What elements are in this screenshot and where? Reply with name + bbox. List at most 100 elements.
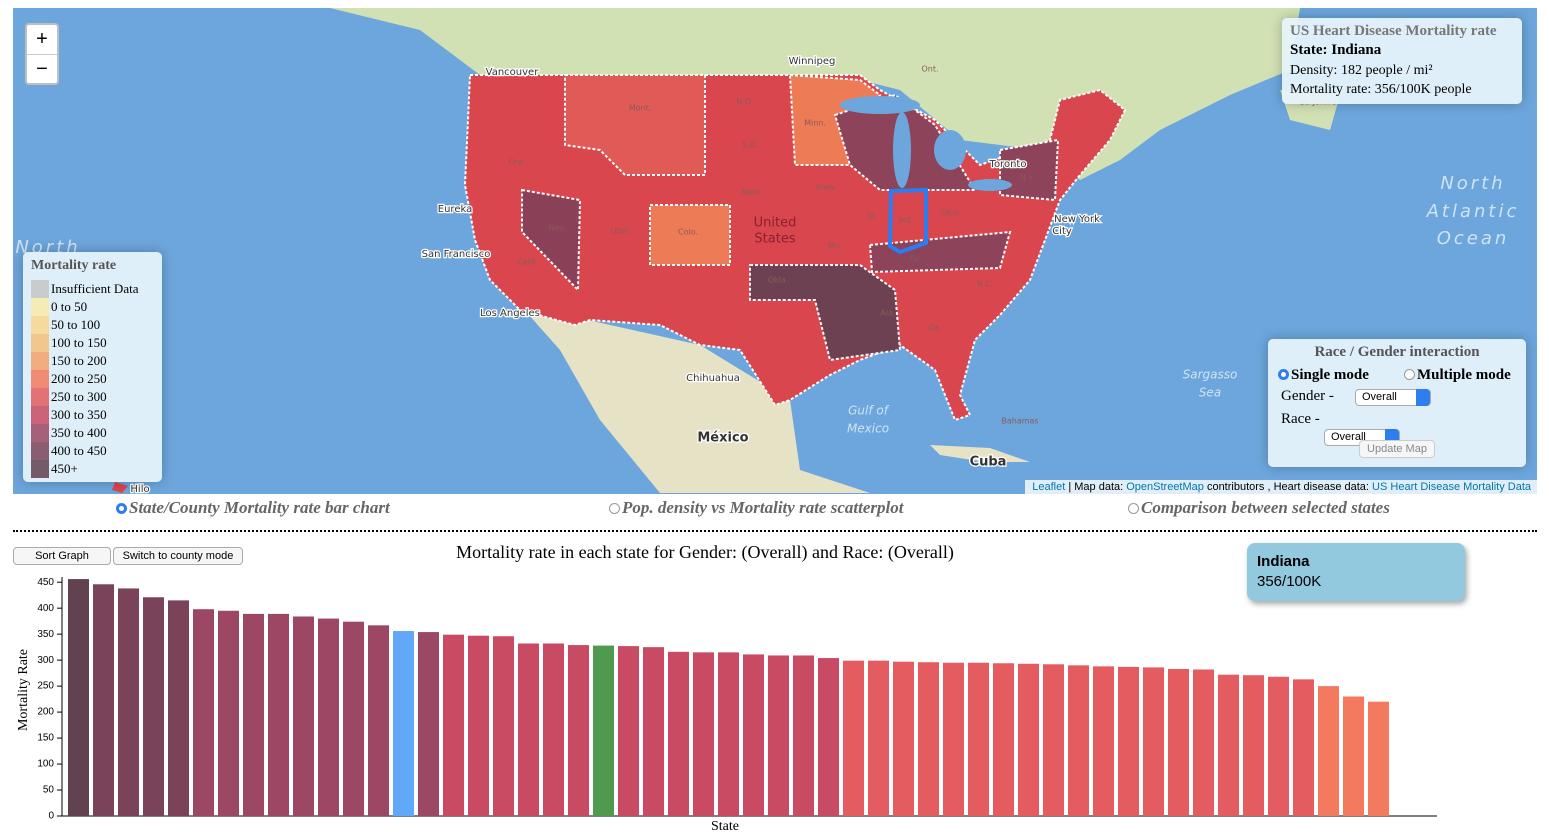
state-region[interactable]: [564, 74, 706, 176]
state-region[interactable]: [999, 138, 1060, 202]
bar: [1243, 675, 1264, 816]
map-label: Ga.: [928, 324, 942, 333]
state-region[interactable]: [649, 204, 731, 266]
bar: [368, 625, 389, 816]
bar: [993, 663, 1014, 816]
legend-swatch: [31, 370, 49, 388]
bar: [493, 636, 514, 816]
control-panel: Race / Gender interaction Single mode Mu…: [1268, 339, 1526, 467]
view-label: State/County Mortality rate bar chart: [129, 498, 390, 517]
legend-item: 150 to 200: [31, 352, 162, 370]
bar: [918, 662, 939, 816]
legend-item: 450+: [31, 460, 162, 478]
bar: [743, 654, 764, 816]
tooltip-value: 356/100K: [1257, 573, 1322, 590]
map-label: Ind.: [898, 216, 913, 225]
mode-single[interactable]: Single mode: [1278, 367, 1369, 384]
separator: [13, 530, 1537, 532]
zoom-control: + −: [25, 23, 59, 85]
state-region[interactable]: [749, 264, 902, 362]
map-label: Ocean: [1437, 228, 1510, 249]
state-region[interactable]: [788, 73, 882, 166]
bar: [818, 658, 839, 816]
map-label: Iowa: [816, 183, 835, 192]
bar: [218, 610, 239, 816]
y-tick-label: 100: [37, 759, 54, 770]
bar: [618, 646, 639, 816]
map-label: N.Y.: [1020, 174, 1034, 183]
map-label: Nebr.: [741, 188, 762, 197]
bar-chart: Mortality rate in each state for Gender:…: [16, 542, 1437, 834]
radio[interactable]: [116, 503, 127, 514]
bar: [868, 660, 889, 816]
legend-label: 450+: [51, 461, 78, 476]
radio[interactable]: [1128, 503, 1139, 514]
legend-label: 0 to 50: [51, 299, 88, 314]
legend-swatch: [31, 352, 49, 370]
bar: [243, 613, 264, 816]
info-mortality: Mortality rate: 356/100K people: [1290, 82, 1472, 97]
map-label: Okla.: [768, 276, 789, 285]
county-mode-button[interactable]: Switch to county mode: [113, 547, 243, 565]
map-label: México: [697, 431, 748, 446]
map-labels: Vancouver Winnipeg Ont. Eureka San Francisco…: [15, 55, 1516, 494]
map-label: Toronto: [989, 159, 1027, 170]
lake: [893, 112, 911, 188]
legend-swatch: [31, 424, 49, 442]
mode-multiple[interactable]: Multiple mode: [1404, 367, 1511, 384]
map-label: Bahamas: [1001, 417, 1038, 426]
state-region[interactable]: [521, 188, 582, 293]
bar: [718, 652, 739, 816]
y-tick-label: 450: [37, 577, 54, 588]
bar: [168, 600, 189, 816]
view-option[interactable]: Pop. density vs Mortality rate scatterpl…: [609, 498, 903, 518]
gender-select[interactable]: Overall: [1355, 389, 1431, 406]
map-label: United: [754, 216, 797, 231]
radio[interactable]: [609, 503, 620, 514]
bar: [1168, 668, 1189, 816]
bar: [468, 635, 489, 816]
attribution-link[interactable]: US Heart Disease Mortality Data: [1372, 481, 1531, 493]
map-label: New York: [1054, 214, 1100, 225]
state-hawaii[interactable]: [112, 482, 128, 493]
radio[interactable]: [1404, 369, 1415, 380]
info-panel: US Heart Disease Mortality rate State: I…: [1282, 18, 1522, 104]
legend-item: 0 to 50: [31, 298, 162, 316]
legend-label: 200 to 250: [51, 371, 107, 386]
land-mexico: [520, 305, 870, 493]
sort-button[interactable]: Sort Graph: [13, 547, 111, 565]
bar: [1093, 666, 1114, 816]
map-label: Mont.: [629, 104, 652, 113]
bar: [1068, 665, 1089, 816]
attribution-link[interactable]: OpenStreetMap: [1126, 481, 1204, 493]
state-region[interactable]: [868, 230, 1012, 274]
radio[interactable]: [1278, 369, 1289, 380]
selected-state-outline[interactable]: [887, 187, 928, 255]
map-label: Gulf of: [848, 404, 890, 418]
bar: [1193, 669, 1214, 816]
update-button[interactable]: Update Map: [1359, 440, 1435, 458]
bar: [143, 597, 164, 816]
view-option[interactable]: Comparison between selected states: [1128, 498, 1390, 518]
map-label: N.C.: [977, 280, 994, 289]
land-cuba: [930, 445, 1030, 462]
attribution-link[interactable]: Leaflet: [1032, 481, 1066, 493]
legend-item: Insufficient Data: [31, 280, 162, 298]
zoom-in[interactable]: +: [27, 25, 57, 55]
view-label: Comparison between selected states: [1141, 498, 1390, 517]
view-option[interactable]: State/County Mortality rate bar chart: [116, 498, 390, 518]
legend: Mortality rate Insufficient Data 0 to 50 5…: [23, 252, 162, 482]
bar: [968, 662, 989, 816]
bar: [593, 645, 614, 816]
bar: [1343, 696, 1364, 816]
legend-item: 250 to 300: [31, 388, 162, 406]
attribution-text: contributors , Heart disease data:: [1203, 481, 1373, 493]
map-label: S.D.: [742, 141, 758, 150]
zoom-out[interactable]: −: [36, 58, 48, 80]
info-title: US Heart Disease Mortality rate: [1290, 23, 1497, 39]
bar: [518, 643, 539, 816]
gender-label: Gender -: [1281, 388, 1334, 404]
map-label: Vancouver: [486, 67, 540, 78]
attribution-text: | Map data:: [1065, 481, 1127, 493]
y-tick-label: 400: [37, 603, 54, 614]
